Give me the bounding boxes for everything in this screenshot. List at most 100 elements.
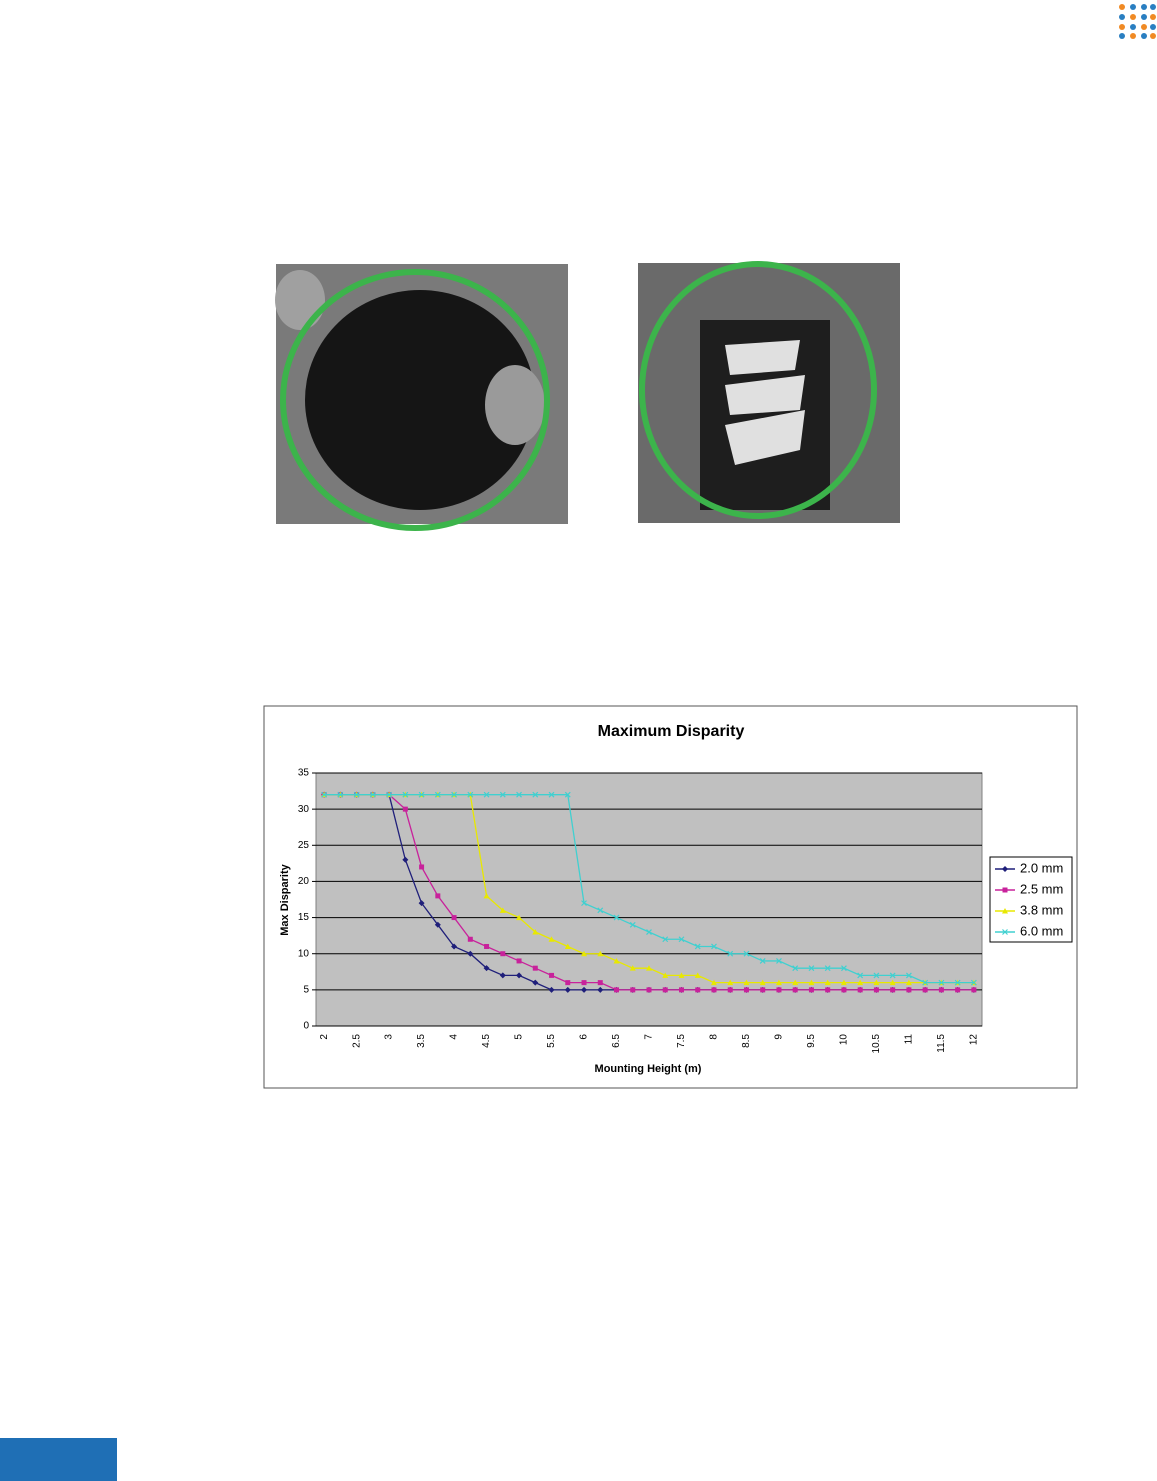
y-tick-label: 15 [298,912,310,923]
x-tick-label: 5.5 [546,1034,557,1048]
data-point [889,972,896,979]
x-tick-label: 5 [514,1034,525,1040]
data-point [678,987,684,993]
footer-bar [0,1438,117,1481]
data-point [792,965,799,972]
data-point [857,979,864,986]
data-point [516,958,522,964]
depth-image-right [638,261,900,523]
logo [1119,4,1156,39]
data-point [825,987,831,993]
x-tick-label: 3.5 [416,1034,427,1048]
data-point [597,986,604,993]
data-point [743,987,749,993]
data-point [971,987,977,993]
x-tick-label: 7 [644,1034,655,1040]
data-point [434,921,441,928]
data-point [483,791,490,798]
depth-image-left [275,264,568,531]
data-point [629,921,636,928]
data-point [597,907,604,914]
data-point [532,929,539,935]
data-point [369,791,376,798]
x-tick-label: 4.5 [481,1034,492,1048]
x-axis-title: Mounting Height (m) [595,1063,702,1075]
data-point [954,979,961,986]
data-point [548,936,555,942]
data-point [727,979,734,986]
x-tick-label: 2 [319,1034,330,1040]
data-point [922,987,928,993]
data-point [890,987,896,993]
data-point [711,987,717,993]
x-tick-label: 11 [904,1034,915,1045]
x-tick-label: 3 [384,1034,395,1040]
data-point [321,791,328,798]
data-point [808,987,814,993]
data-point [857,987,863,993]
data-point [614,987,620,993]
x-tick-label: 9.5 [806,1034,817,1048]
x-tick-label: 4 [449,1034,460,1040]
data-point [808,979,815,986]
data-point [548,791,555,798]
data-point [857,972,864,979]
data-point [711,943,717,950]
data-point [970,979,977,986]
x-tick-label: 11.5 [936,1034,947,1053]
data-point [792,987,798,993]
legend-label: 6.0 mm [1020,923,1063,938]
data-point [824,965,831,972]
data-point [597,980,603,986]
data-point [532,965,538,971]
data-point [695,987,701,993]
data-point [646,987,652,993]
data-point [500,951,506,957]
x-tick-label: 2.5 [351,1034,362,1048]
legend-marker [1002,887,1008,893]
data-point [402,806,408,812]
y-tick-label: 35 [298,768,310,779]
data-point [841,987,847,993]
data-point [564,986,571,993]
data-point [760,987,766,993]
legend-marker [1002,866,1008,872]
data-point [516,972,523,979]
data-point [467,936,473,942]
data-point [824,979,831,986]
legend-marker [1002,929,1008,935]
y-tick-label: 5 [303,984,309,995]
data-point [451,791,457,798]
data-point [353,791,360,798]
y-tick-label: 30 [298,804,310,815]
data-point [597,950,604,957]
x-tick-label: 12 [969,1034,980,1046]
data-point [613,957,620,964]
plot-area [315,772,983,1027]
x-tick-label: 6.5 [611,1034,622,1048]
data-point [662,936,669,943]
data-point [873,979,880,986]
y-tick-label: 0 [303,1021,309,1032]
legend-box [989,856,1073,943]
data-point [337,791,344,798]
legend-marker [1002,908,1008,914]
data-point [678,972,685,978]
data-point [938,987,944,993]
x-tick-label: 6 [579,1034,590,1040]
legend-label: 2.0 mm [1020,860,1063,875]
data-point [694,943,701,950]
data-point [581,986,588,993]
x-tick-label: 10.5 [871,1034,882,1054]
chart-title: Maximum Disparity [598,723,745,740]
data-point [629,965,636,971]
data-point [776,987,782,993]
data-point [727,987,733,993]
data-point [743,950,750,957]
data-point [775,979,782,986]
x-tick-label: 8.5 [741,1034,752,1048]
data-point [776,958,782,964]
data-point [581,900,587,907]
data-point [581,950,588,957]
